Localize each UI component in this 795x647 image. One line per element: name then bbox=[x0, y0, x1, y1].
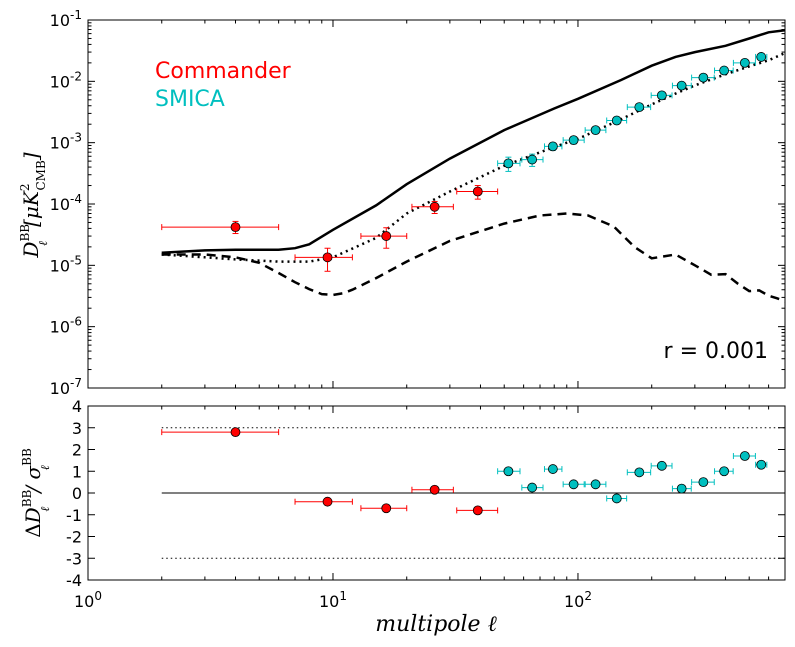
ylabel-sigma-sub: ℓ bbox=[38, 465, 52, 470]
annotation-r-value: r = 0.001 bbox=[664, 339, 768, 364]
top-y-tick-label: 10-2 bbox=[50, 69, 82, 91]
legend-commander: Commander bbox=[155, 59, 292, 84]
x-axis-label: multipole ℓ bbox=[375, 612, 497, 637]
bottom-point-commander bbox=[322, 496, 333, 507]
top-y-tick-label: 10-3 bbox=[50, 131, 82, 153]
top-point-commander bbox=[429, 201, 440, 212]
bottom-y-tick-label: -3 bbox=[66, 549, 82, 568]
top-point-smica bbox=[611, 115, 622, 126]
bottom-y-tick-label: 1 bbox=[72, 462, 82, 481]
top-y-tick-label: 10-5 bbox=[50, 253, 82, 275]
bottom-y-tick-label: 3 bbox=[72, 419, 82, 438]
bottom-data-points bbox=[161, 427, 768, 516]
top-point-smica bbox=[756, 52, 767, 62]
bottom-point-smica bbox=[527, 482, 538, 493]
top-point-smica bbox=[676, 80, 687, 91]
bottom-point-smica bbox=[611, 493, 622, 504]
legend-smica: SMICA bbox=[155, 87, 225, 112]
top-y-tick-label: 10-1 bbox=[50, 8, 82, 30]
bottom-point-smica bbox=[676, 483, 687, 494]
bottom-y-tick-label: 2 bbox=[72, 441, 82, 460]
bottom-x-tick-label: 100 bbox=[74, 589, 102, 611]
top-point-smica bbox=[698, 72, 709, 83]
top-point-smica bbox=[527, 154, 538, 165]
bottom-y-tick-label: 4 bbox=[72, 397, 82, 416]
bottom-x-tick-label: 101 bbox=[319, 589, 347, 611]
curve-tensor bbox=[161, 212, 786, 303]
ylabel-sigma-sup: BB bbox=[20, 448, 34, 466]
ylabel-unit-open: [μK bbox=[19, 190, 43, 227]
ylabel-unit-sub: CMB bbox=[34, 160, 48, 190]
ylabel-sub: ℓ bbox=[36, 241, 50, 246]
top-point-smica bbox=[719, 65, 730, 76]
top-model-curves bbox=[161, 29, 786, 303]
bottom-point-smica bbox=[719, 466, 730, 477]
top-point-smica bbox=[656, 90, 667, 101]
bottom-y-tick-label: -1 bbox=[66, 506, 82, 525]
top-point-commander bbox=[322, 252, 333, 263]
ylabel-unit-close: ] bbox=[19, 152, 43, 161]
svg-text:ΔDBBℓ/ σBBℓ: ΔDBBℓ/ σBBℓ bbox=[20, 448, 52, 538]
bottom-y-axis-label: ΔDBBℓ/ σBBℓ bbox=[20, 448, 52, 538]
ylabel-delta: Δ bbox=[21, 523, 45, 537]
top-point-smica bbox=[739, 57, 750, 68]
ylabel-symbol: D bbox=[19, 242, 43, 259]
ylabel-sup: BB bbox=[18, 224, 32, 242]
bottom-point-commander bbox=[429, 484, 440, 495]
bottom-point-smica bbox=[590, 479, 601, 490]
top-point-commander bbox=[381, 231, 392, 241]
bottom-point-commander bbox=[472, 505, 483, 516]
curve-lensing bbox=[161, 51, 786, 263]
bottom-point-smica bbox=[756, 459, 767, 470]
bottom-point-smica bbox=[739, 451, 750, 461]
bottom-y-tick-label: -2 bbox=[66, 528, 82, 547]
top-point-smica bbox=[634, 102, 645, 113]
ylabel-unit-sup: 2 bbox=[18, 184, 32, 192]
bottom-point-smica bbox=[698, 477, 709, 488]
ylabel-bottom-symbol: D bbox=[21, 507, 45, 524]
top-point-smica bbox=[568, 135, 579, 146]
top-point-smica bbox=[590, 125, 601, 136]
bottom-point-smica bbox=[547, 464, 558, 474]
ylabel-bottom-sub: ℓ bbox=[38, 507, 52, 512]
top-y-tick-label: 10-4 bbox=[50, 192, 82, 214]
curve-total bbox=[161, 29, 786, 255]
top-y-axis-label: DBB ℓ [μK2 CMB] bbox=[18, 152, 50, 258]
bottom-point-commander bbox=[381, 503, 392, 514]
ylabel-bottom-sup: BB bbox=[20, 489, 34, 507]
bottom-point-smica bbox=[568, 479, 579, 490]
bottom-point-commander bbox=[230, 427, 241, 438]
top-point-smica bbox=[547, 141, 558, 152]
top-point-commander bbox=[230, 222, 241, 233]
top-point-smica bbox=[503, 158, 514, 169]
bottom-y-tick-label: 0 bbox=[72, 484, 82, 503]
bottom-point-smica bbox=[656, 460, 667, 471]
ylabel-sigma: / σ bbox=[21, 465, 45, 495]
top-point-commander bbox=[472, 186, 483, 197]
bottom-point-smica bbox=[634, 467, 645, 478]
bottom-y-tick-label: -4 bbox=[66, 571, 82, 590]
top-data-points bbox=[161, 52, 768, 272]
bottom-point-smica bbox=[503, 466, 514, 477]
top-y-tick-label: 10-6 bbox=[50, 315, 82, 337]
top-y-tick-label: 10-7 bbox=[50, 376, 82, 398]
bottom-axis-ticks: -4 -3 -2 -1 0 1 2 3 4 100 101 102 bbox=[66, 397, 786, 611]
top-axis-ticks: 10-7 10-6 10-5 10-4 10-3 10-2 10-1 bbox=[50, 8, 786, 398]
bottom-x-tick-label: 102 bbox=[564, 589, 592, 611]
